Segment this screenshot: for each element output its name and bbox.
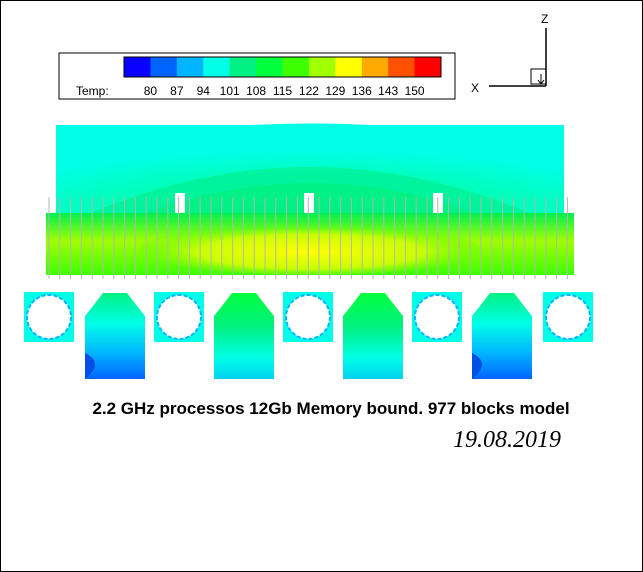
legend-swatch	[308, 57, 336, 77]
memory-cell	[154, 292, 204, 342]
legend-swatch	[229, 57, 257, 77]
legend-label: Temp:	[76, 84, 109, 98]
legend-level-label: 101	[220, 84, 240, 98]
legend-swatch	[335, 57, 363, 77]
memory-cell	[24, 292, 74, 342]
legend-level-label: 115	[273, 84, 292, 98]
legend-swatch	[282, 57, 310, 77]
processor-block	[214, 293, 274, 379]
legend-swatch	[414, 57, 442, 77]
processor-block	[472, 293, 532, 379]
axis-triad: Z X	[471, 12, 548, 95]
legend-swatch	[176, 57, 204, 77]
components-row	[24, 292, 593, 379]
legend-level-label: 108	[246, 84, 266, 98]
heatsink-dome	[56, 123, 564, 215]
legend-level-label: 136	[352, 84, 372, 98]
legend-swatch	[361, 57, 389, 77]
temperature-legend: Temp: 80 87 94 101 108 115 122 129 136 143 150	[58, 52, 456, 100]
legend-level-label: 87	[170, 84, 184, 98]
legend-level-label: 143	[378, 84, 398, 98]
processor-block	[343, 293, 403, 379]
axis-x-label: X	[471, 81, 479, 95]
legend-swatch	[124, 57, 151, 77]
legend-swatches	[123, 56, 442, 78]
legend-level-label: 80	[144, 84, 158, 98]
axis-z-label: Z	[541, 12, 548, 26]
legend-swatch	[203, 57, 231, 77]
heatsink-fins	[46, 197, 574, 279]
memory-cell	[283, 292, 333, 342]
legend-level-label: 122	[299, 84, 319, 98]
fin-lines	[48, 197, 568, 279]
figure-date: 19.08.2019	[453, 427, 561, 453]
memory-cell	[412, 292, 462, 342]
legend-levels: 80 87 94 101 108 115 122 129 136 143 150	[144, 84, 425, 98]
legend-swatch	[388, 57, 416, 77]
legend-level-label: 94	[197, 84, 211, 98]
processor-block	[85, 293, 145, 379]
legend-swatch	[150, 57, 178, 77]
legend-level-label: 150	[405, 84, 425, 98]
memory-cell	[543, 292, 593, 342]
figure-caption: 2.2 GHz processos 12Gb Memory bound. 977…	[92, 399, 570, 418]
legend-swatch	[256, 57, 283, 77]
legend-level-label: 129	[325, 84, 345, 98]
